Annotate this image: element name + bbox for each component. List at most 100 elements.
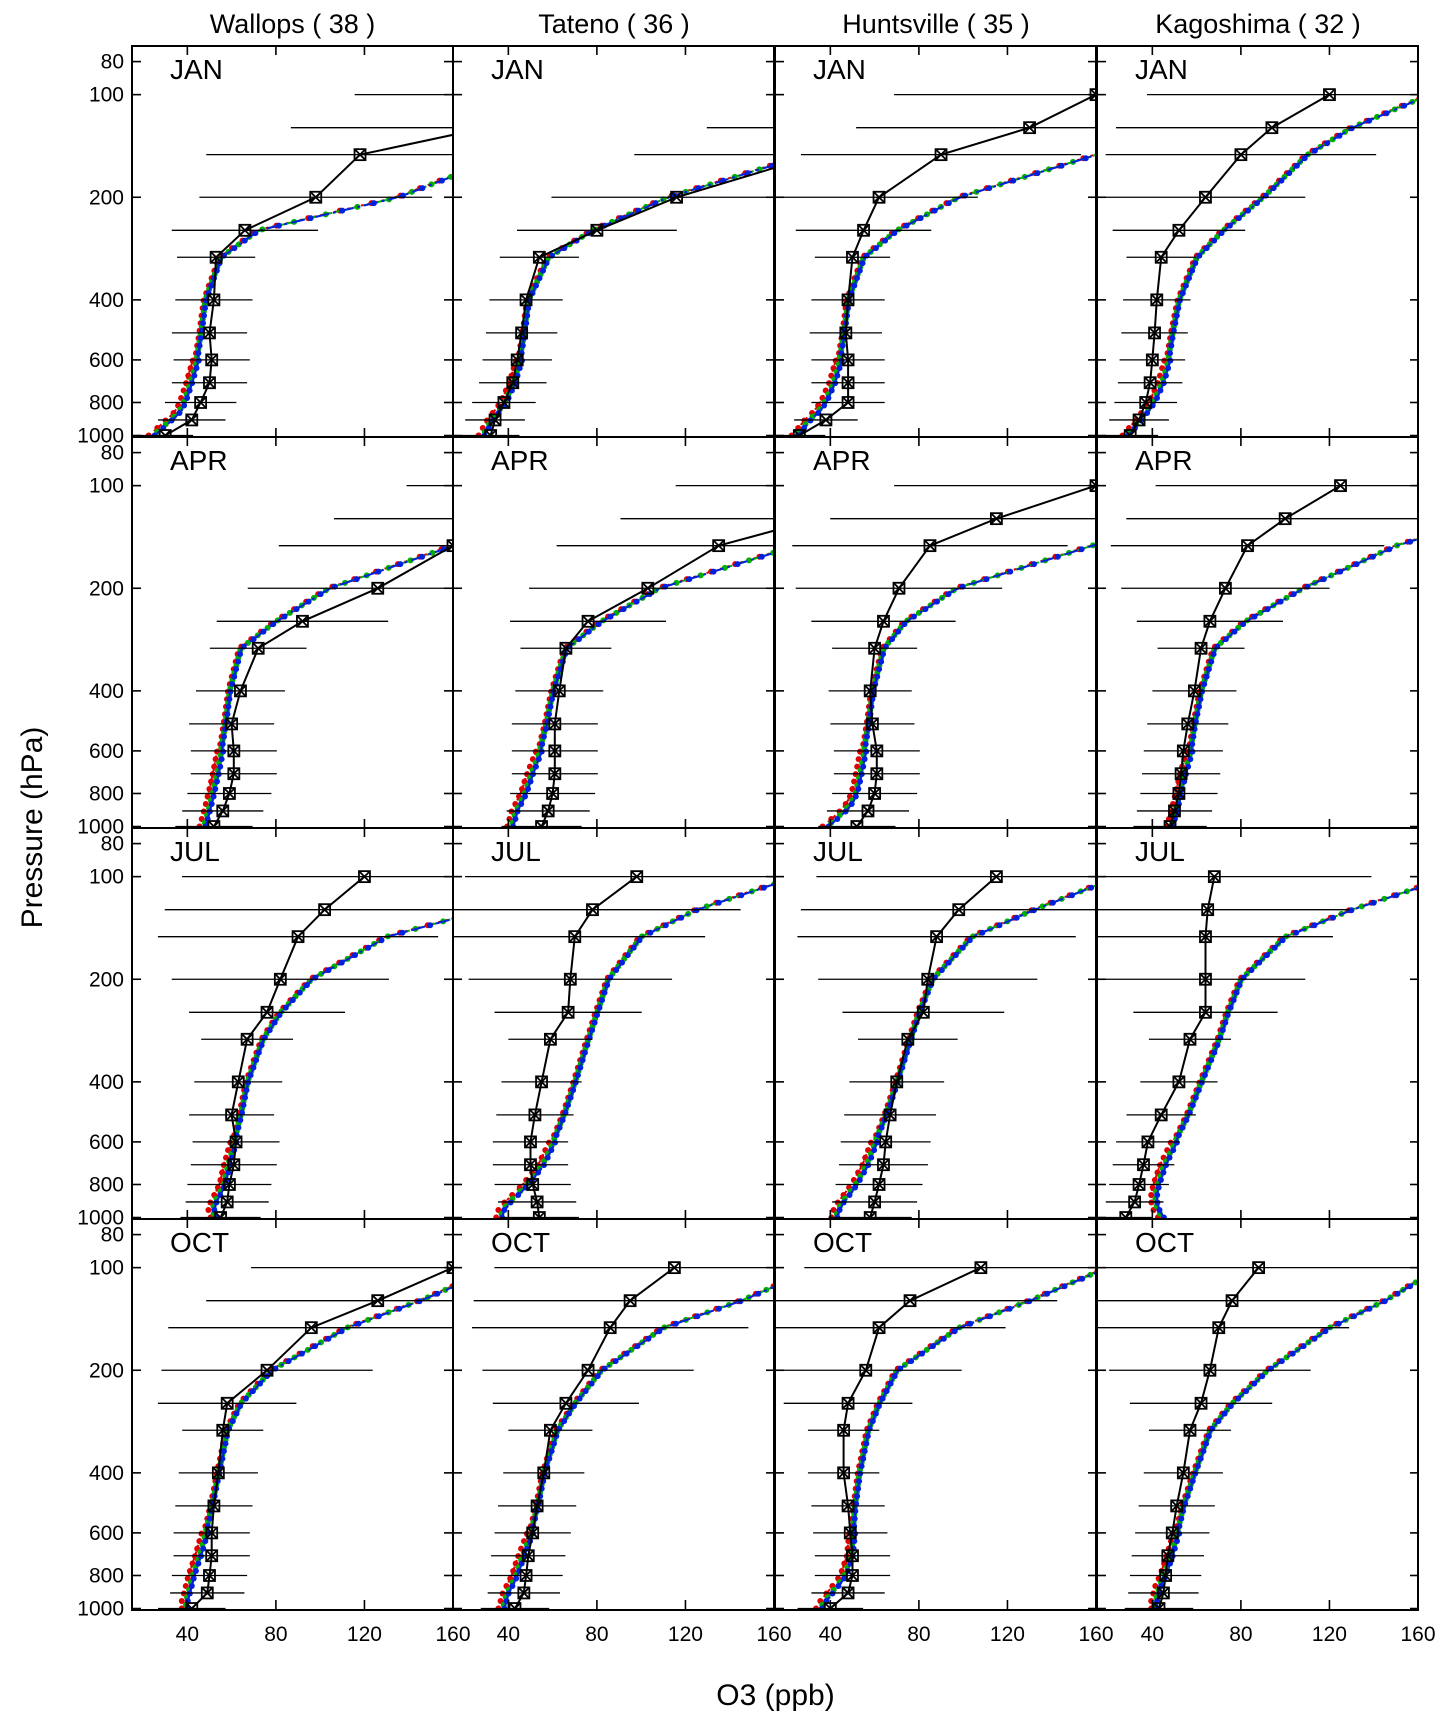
obs-marker [1161,1549,1175,1563]
obs-marker [647,480,658,491]
obs-marker [526,1526,540,1540]
model-point [794,844,800,850]
model-point [1192,718,1199,725]
model-point [891,230,898,237]
obs-marker [238,223,252,237]
model-point [1251,1380,1258,1387]
model-point [1338,65,1344,71]
obs-marker [1123,429,1137,437]
model-point [953,501,959,507]
model-point [1438,1246,1444,1252]
model-point [1079,1275,1086,1282]
model-point [1154,395,1160,401]
model-point [870,524,876,530]
model-point [792,862,798,868]
y-tick-label: 200 [89,968,124,991]
model-point [1155,1184,1162,1191]
y-tick-label: 400 [89,1462,124,1485]
model-point [196,342,203,349]
model-point [1038,50,1044,56]
model-point [781,546,787,552]
model-point [1160,1169,1167,1176]
obs-marker [510,353,524,367]
model-point [1336,132,1343,139]
panel-apr-2: APR [774,436,1145,829]
model-point [1205,1433,1212,1440]
model-point [495,1261,501,1267]
obs-marker [841,353,855,367]
model-point [285,1358,292,1365]
model-point [1208,658,1215,665]
obs-marker [530,1499,544,1513]
model-point [1426,91,1432,97]
x-tick-label: 120 [347,1623,382,1646]
model-point [1139,531,1145,537]
model-point [860,763,867,770]
obs-marker [211,1466,225,1480]
model-point [1104,1257,1110,1263]
model-point [1203,673,1210,680]
model-point [1116,847,1122,853]
obs-marker [1183,1032,1197,1046]
model-point [1447,832,1453,838]
model-point [567,1094,574,1101]
model-point [983,576,990,583]
obs-marker [304,1321,318,1335]
model-point [1015,438,1021,444]
model-point [758,553,765,560]
model-point [647,929,654,936]
model-point [305,598,312,605]
model-point [1370,899,1377,906]
model-point [1337,62,1343,68]
model-point [1381,1298,1388,1305]
model-point [1222,1019,1229,1026]
model-point [1412,1279,1418,1286]
model-line-2 [481,163,774,437]
model-point [1224,1012,1231,1019]
model-point [195,357,202,364]
model-point [505,900,511,906]
model-point [184,395,191,401]
x-tick-label: 120 [990,1623,1025,1646]
model-point [857,778,863,785]
model-point [739,80,745,86]
model-point [672,1320,679,1327]
y-tick-label: 100 [89,1257,124,1280]
model-point [252,230,259,237]
model-point [1311,1335,1318,1342]
model-point [1443,527,1449,533]
model-point [1254,200,1260,207]
model-point [739,58,745,64]
obs-marker [846,1549,859,1563]
obs-marker [205,1549,219,1563]
model-point [834,816,841,822]
model-point [434,1290,441,1297]
model-point [607,613,614,620]
model-point [889,636,896,643]
model-point [1215,1418,1222,1425]
obs-marker [839,326,853,340]
model-point [245,1079,251,1086]
model-point [1438,1231,1444,1237]
panel-jul-3: JUL [1096,827,1453,1220]
obs-marker [524,1158,537,1172]
model-point [1432,531,1438,537]
panel-frame [131,436,454,829]
model-point [1438,1257,1444,1263]
model-point [1198,1079,1205,1086]
model-point [202,1538,209,1545]
model-point [951,1328,958,1335]
model-point [442,1286,449,1293]
y-tick-label: 100 [89,475,124,498]
model-point [1425,58,1431,64]
obs-marker [220,1195,234,1209]
model-point [1320,576,1327,583]
model-point [218,756,225,763]
model-point [281,613,288,620]
obs-marker [214,1211,227,1219]
obs-marker [158,429,172,437]
obs-marker [868,641,882,655]
model-point [1353,561,1360,568]
model-point [791,155,797,161]
model-point [1436,1261,1442,1267]
